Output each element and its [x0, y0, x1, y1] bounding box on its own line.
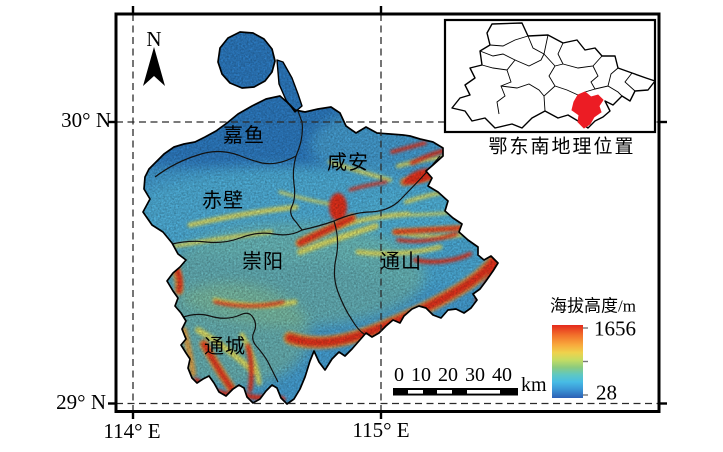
district-label-jiayu: 嘉鱼 [223, 125, 265, 147]
scalebar-labels: 0 10 20 30 40 [394, 364, 512, 386]
lat-label-30n: 30° N [61, 108, 111, 132]
north-label: N [146, 27, 162, 51]
lon-label-115e: 115° E [352, 418, 410, 442]
legend-title: 海拔高度/m [550, 296, 636, 316]
scalebar-graphic [393, 388, 518, 396]
district-label-tongshan: 通山 [380, 251, 422, 273]
north-arrow-icon [143, 47, 165, 86]
region-outline [142, 31, 499, 405]
district-boundaries [154, 110, 441, 383]
inset-caption: 鄂东南地理位置 [488, 136, 636, 158]
legend-max-value: 1656 [594, 316, 636, 341]
province-outline [451, 22, 656, 129]
district-label-xianan: 咸安 [327, 152, 369, 174]
lon-label-114e: 114° E [103, 419, 161, 443]
map-frame [114, 12, 661, 413]
inset-map [443, 18, 657, 134]
colorbar [552, 325, 588, 398]
highlight-region [571, 91, 604, 129]
district-label-chongyang: 崇阳 [242, 251, 284, 273]
lat-label-29n: 29° N [56, 390, 106, 414]
legend-min-value: 28 [596, 380, 617, 405]
scalebar-unit: km [521, 374, 547, 396]
province-internal-boundaries [479, 34, 636, 115]
district-label-tongcheng: 通城 [204, 336, 246, 358]
district-label-chibi: 赤壁 [202, 190, 244, 212]
